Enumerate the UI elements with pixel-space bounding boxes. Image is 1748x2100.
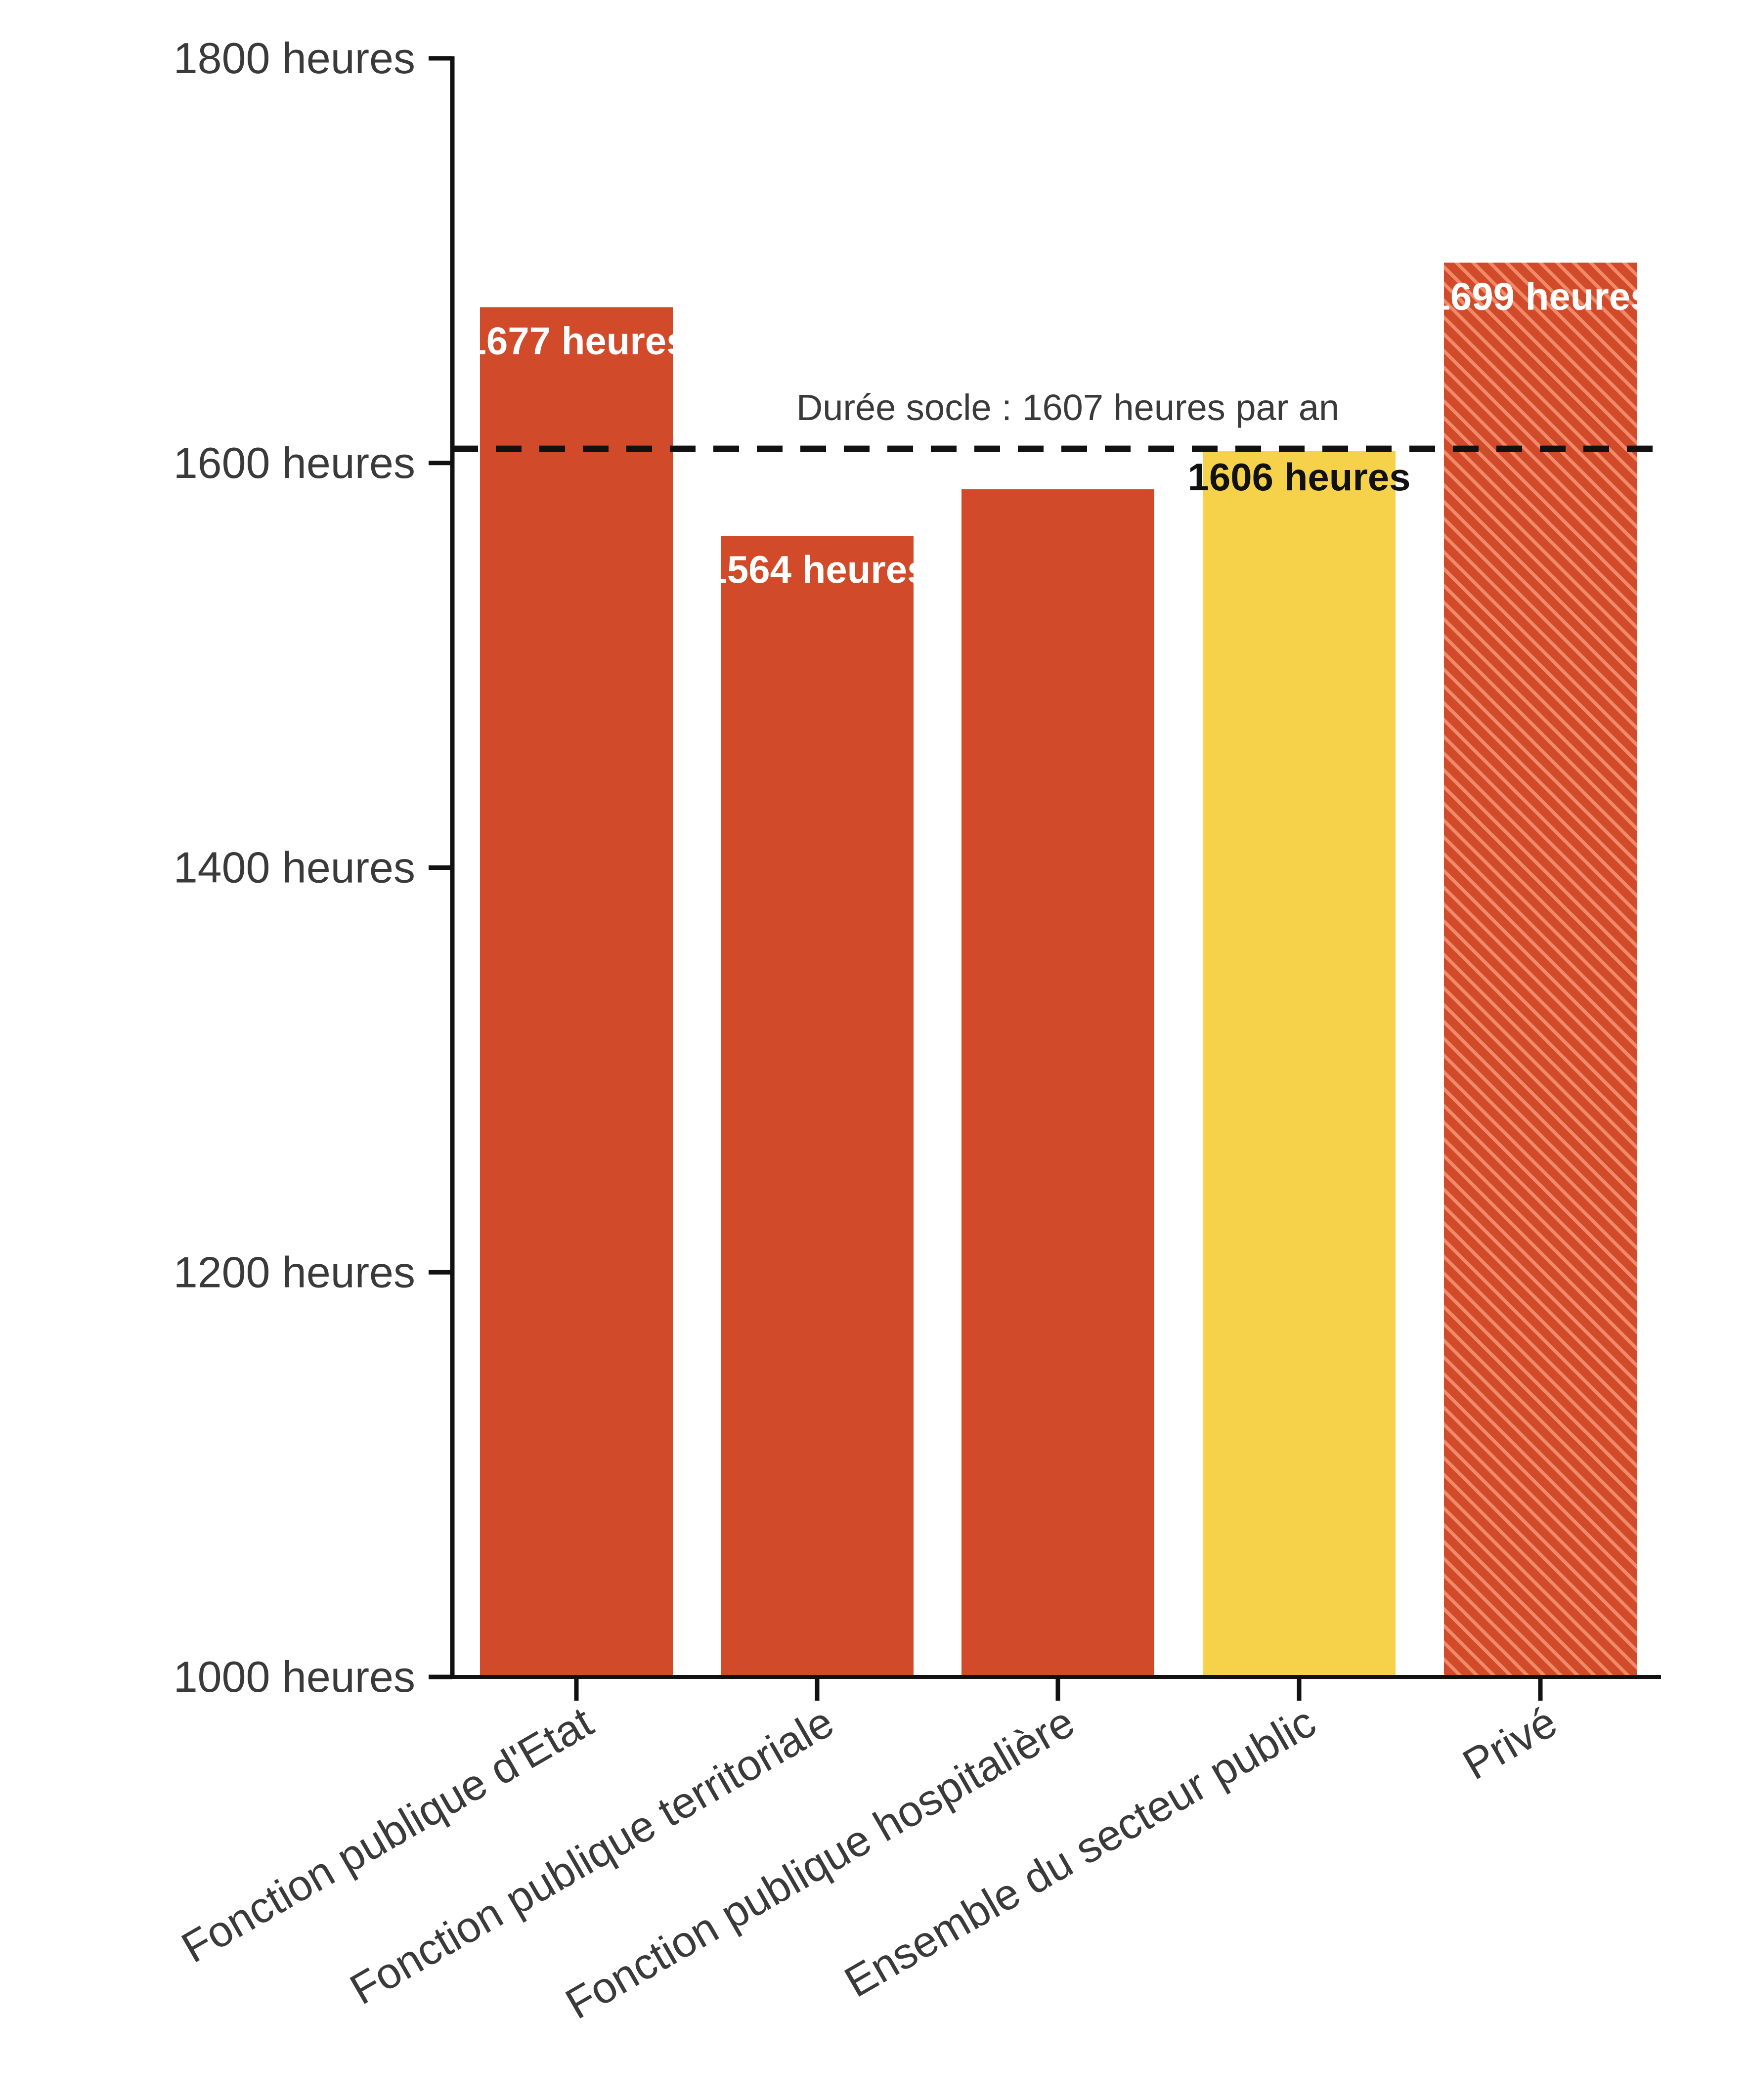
y-tick-label-1000: 1000 heures [174, 1652, 415, 1701]
value-label-1: 1677 heures [465, 319, 688, 363]
bar-2 [721, 536, 914, 1677]
reference-line-label: Durée socle : 1607 heures par an [796, 387, 1339, 428]
bar-5 [1444, 262, 1637, 1677]
x-category-label-4: Ensemble du secteur public [836, 1697, 1324, 2007]
value-label-5: 1699 heures [1429, 274, 1652, 318]
bar-3 [961, 489, 1154, 1677]
y-tick-label-1200: 1200 heures [174, 1247, 415, 1296]
x-category-label-5: Privé [1454, 1697, 1565, 1789]
y-tick-label-1600: 1600 heures [174, 438, 415, 487]
y-tick-label-1800: 1800 heures [174, 34, 415, 83]
value-label-4: 1606 heures [1188, 455, 1411, 499]
x-category-label-1: Fonction publique d'Etat [174, 1697, 601, 1972]
y-tick-label-1400: 1400 heures [174, 843, 415, 892]
bar-4 [1203, 451, 1396, 1677]
value-label-2: 1564 heures [706, 548, 929, 591]
bar-1 [480, 307, 673, 1677]
